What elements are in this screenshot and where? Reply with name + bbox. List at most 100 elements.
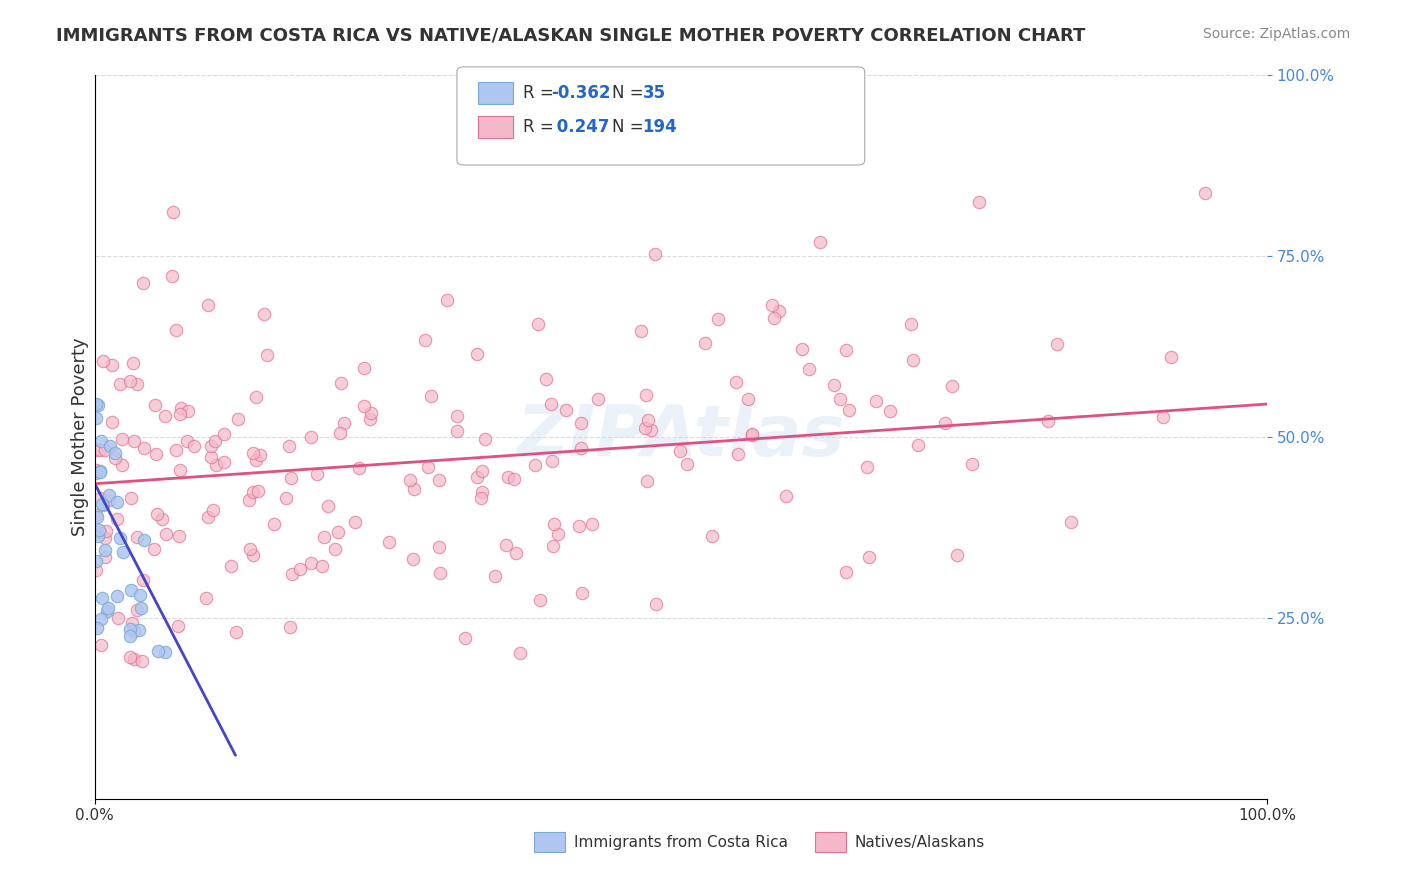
Point — [98, 488, 121, 502]
Point — [96, 604, 118, 618]
Point — [238, 492, 260, 507]
Point — [89, 491, 111, 505]
Point — [104, 446, 127, 460]
Point — [200, 439, 222, 453]
Point — [359, 412, 381, 426]
Point — [104, 450, 127, 465]
Point — [427, 473, 450, 487]
Point — [165, 323, 187, 337]
Point — [571, 586, 593, 600]
Point — [702, 529, 724, 543]
Point — [454, 632, 477, 646]
Point — [105, 589, 128, 603]
Point — [797, 361, 820, 376]
Point — [247, 484, 270, 499]
Point — [125, 377, 148, 392]
Point — [176, 434, 198, 448]
Point — [101, 358, 124, 372]
Point — [146, 644, 169, 658]
Point — [146, 507, 169, 521]
Point — [242, 446, 264, 460]
Point — [540, 397, 562, 411]
Point — [212, 427, 235, 442]
Point — [84, 508, 107, 522]
Point — [120, 491, 142, 506]
Point — [197, 298, 219, 312]
Point — [169, 408, 191, 422]
Point — [204, 434, 226, 448]
Point — [465, 347, 488, 361]
Point — [446, 409, 468, 423]
Point — [84, 443, 107, 458]
Point — [162, 205, 184, 219]
Point — [118, 629, 141, 643]
Point — [301, 556, 323, 570]
Point — [91, 591, 114, 605]
Point — [276, 491, 298, 506]
Text: 0.247: 0.247 — [551, 118, 610, 136]
Point — [633, 421, 655, 435]
Point — [91, 496, 114, 510]
Point — [107, 512, 129, 526]
Text: N =: N = — [612, 118, 648, 136]
Point — [145, 447, 167, 461]
Point — [907, 438, 929, 452]
Point — [150, 512, 173, 526]
Point — [1152, 409, 1174, 424]
Point — [105, 495, 128, 509]
Point — [695, 335, 717, 350]
Point — [118, 650, 141, 665]
Point — [97, 601, 120, 615]
Point — [86, 622, 108, 636]
Point — [120, 622, 142, 636]
Point — [727, 447, 749, 461]
Point — [87, 529, 110, 543]
Point — [934, 417, 956, 431]
Point — [474, 432, 496, 446]
Point — [571, 416, 593, 430]
Point — [277, 439, 299, 453]
Point — [84, 463, 107, 477]
Point — [108, 531, 131, 545]
Point — [239, 542, 262, 557]
Point — [1060, 515, 1083, 529]
Point — [808, 235, 831, 250]
Point — [108, 377, 131, 392]
Point — [471, 464, 494, 478]
Point — [568, 519, 591, 533]
Point — [353, 360, 375, 375]
Point — [524, 458, 547, 473]
Point — [790, 342, 813, 356]
Point — [299, 430, 322, 444]
Point — [101, 416, 124, 430]
Point — [526, 317, 548, 331]
Point — [353, 399, 375, 413]
Point — [242, 485, 264, 500]
Point — [502, 472, 524, 486]
Point — [630, 324, 652, 338]
Point — [121, 615, 143, 630]
Point — [249, 448, 271, 462]
Point — [901, 352, 924, 367]
Text: Natives/Alaskans: Natives/Alaskans — [855, 835, 986, 849]
Point — [529, 593, 551, 607]
Point — [281, 567, 304, 582]
Point — [1046, 337, 1069, 351]
Point — [413, 333, 436, 347]
Point — [94, 524, 117, 539]
Point — [762, 311, 785, 326]
Point — [121, 356, 143, 370]
Point — [581, 516, 603, 531]
Point — [768, 304, 790, 318]
Point — [225, 624, 247, 639]
Point — [761, 298, 783, 312]
Point — [226, 411, 249, 425]
Point — [132, 277, 155, 291]
Point — [98, 439, 121, 453]
Point — [402, 552, 425, 566]
Text: ZIPAtlas: ZIPAtlas — [516, 402, 845, 471]
Text: Source: ZipAtlas.com: Source: ZipAtlas.com — [1202, 27, 1350, 41]
Point — [543, 516, 565, 531]
Text: 194: 194 — [643, 118, 678, 136]
Point — [644, 247, 666, 261]
